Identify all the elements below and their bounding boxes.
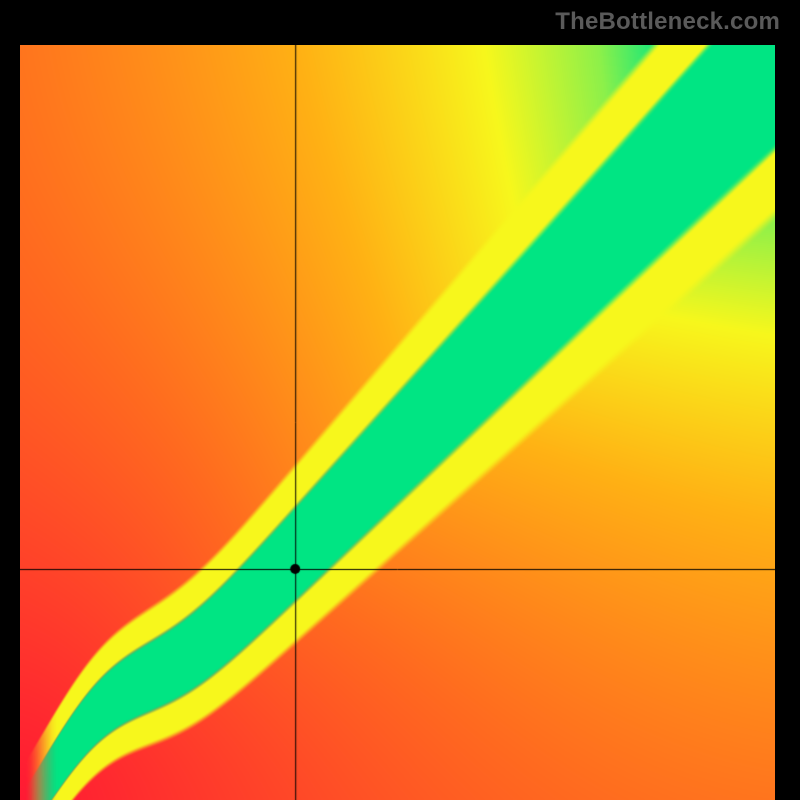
chart-container: TheBottleneck.com bbox=[0, 0, 800, 800]
bottleneck-heatmap bbox=[20, 45, 775, 800]
watermark-text: TheBottleneck.com bbox=[555, 8, 780, 36]
